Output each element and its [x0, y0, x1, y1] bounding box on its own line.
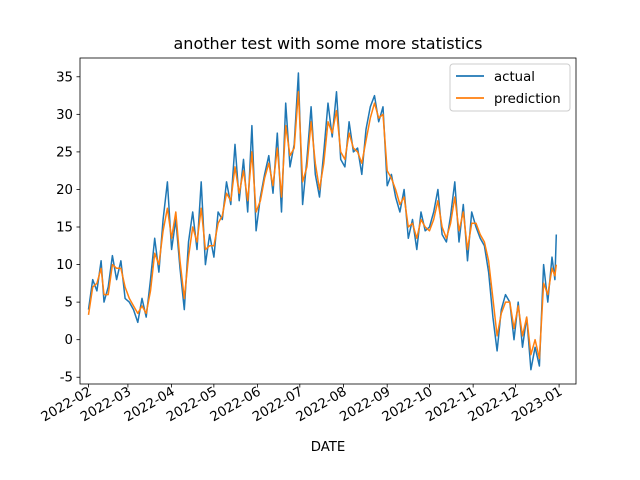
y-tick-label: 25 — [56, 145, 73, 160]
series-line-actual — [87, 72, 558, 371]
y-tick-label: 15 — [56, 221, 73, 236]
y-tick-label: 20 — [56, 183, 73, 198]
plot-frame — [79, 57, 577, 385]
y-tick-label: 10 — [56, 258, 73, 273]
y-tick-label: 35 — [56, 70, 73, 85]
legend-label-prediction: prediction — [494, 92, 561, 107]
y-tick-label: 30 — [56, 108, 73, 123]
chart-title: another test with some more statistics — [174, 34, 483, 53]
x-axis-label: DATE — [311, 440, 346, 455]
y-tick-label: -5 — [60, 371, 73, 386]
series-layer — [87, 72, 558, 371]
y-tick-label: 0 — [65, 333, 73, 348]
series-line-prediction — [87, 91, 558, 360]
legend-label-actual: actual — [494, 70, 535, 85]
legend: actual prediction — [449, 63, 571, 112]
y-tick-label: 5 — [65, 296, 73, 311]
